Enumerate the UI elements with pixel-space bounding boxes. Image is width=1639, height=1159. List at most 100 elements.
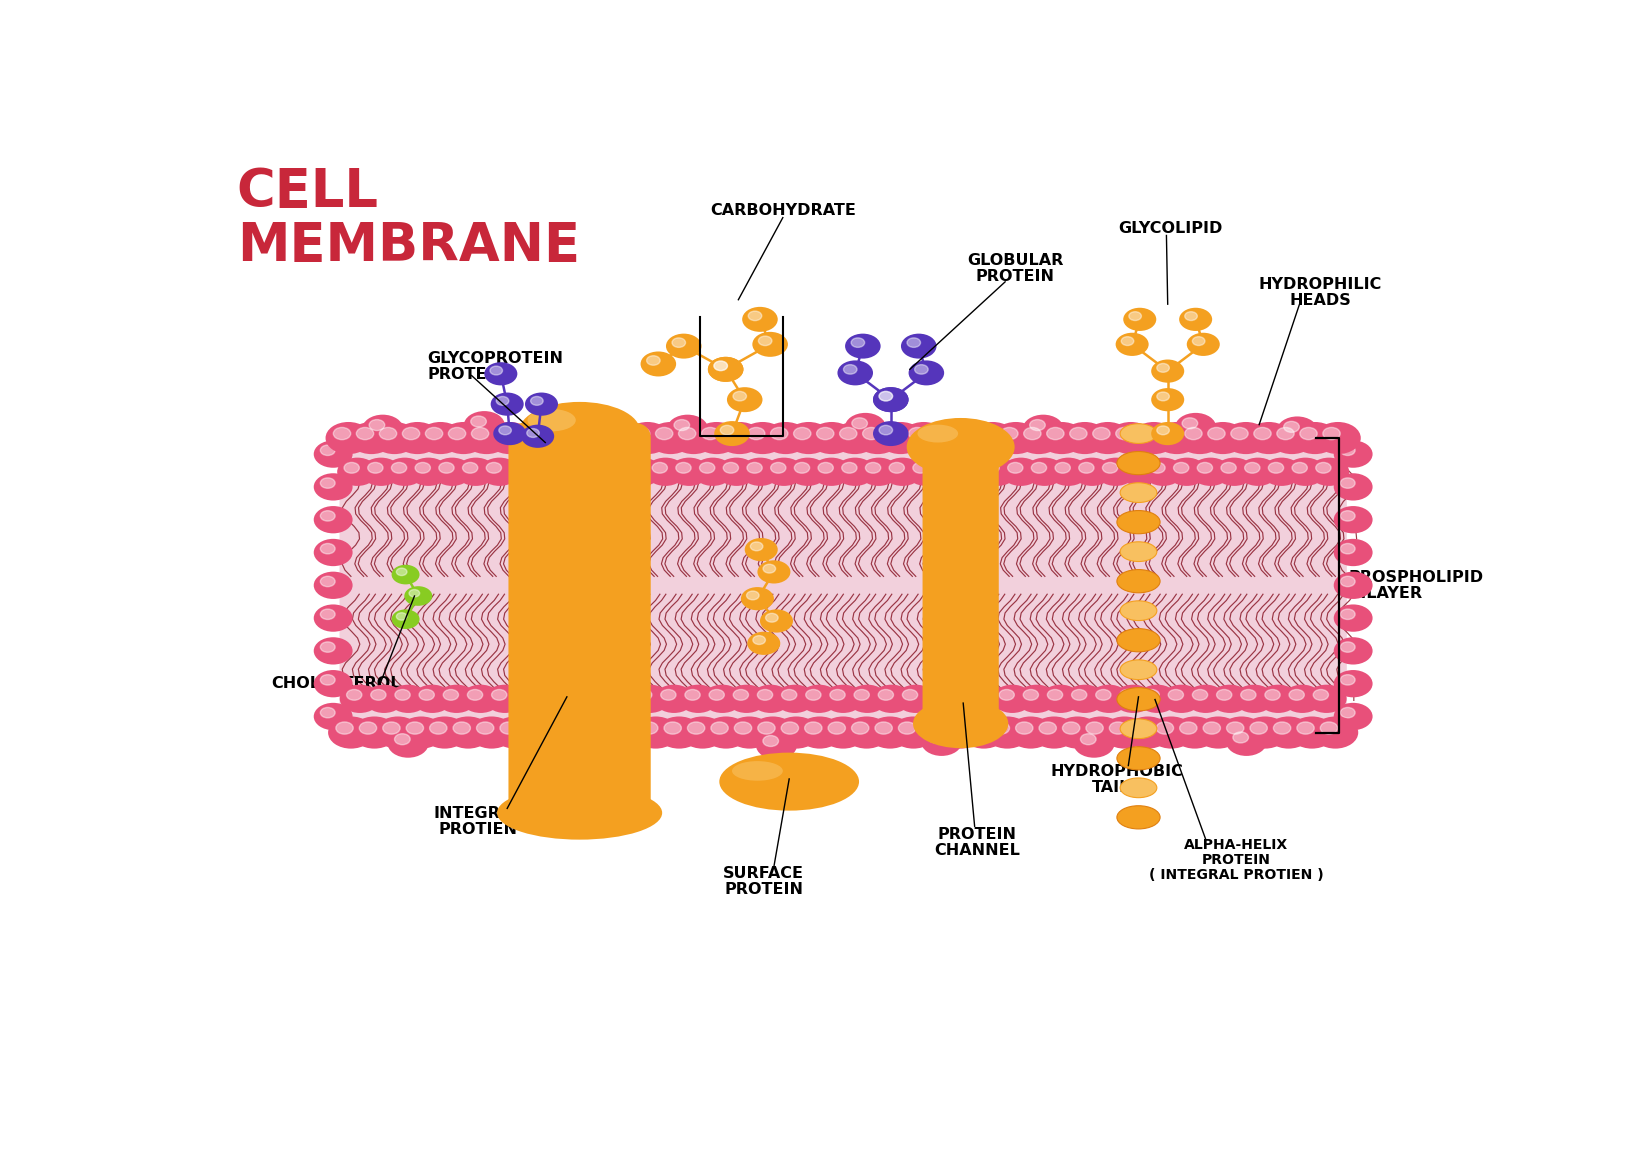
Circle shape <box>746 591 759 600</box>
Circle shape <box>1242 716 1288 749</box>
Circle shape <box>787 458 828 486</box>
Circle shape <box>975 690 990 700</box>
Circle shape <box>313 571 352 599</box>
Circle shape <box>526 429 539 437</box>
Circle shape <box>539 716 585 749</box>
Circle shape <box>398 716 444 749</box>
Circle shape <box>313 539 352 566</box>
Circle shape <box>464 411 505 440</box>
Circle shape <box>872 685 911 713</box>
Circle shape <box>641 351 677 377</box>
Circle shape <box>1182 417 1198 429</box>
Circle shape <box>610 716 656 749</box>
Circle shape <box>313 473 352 501</box>
Circle shape <box>1149 716 1195 749</box>
Circle shape <box>1221 462 1236 473</box>
Circle shape <box>508 685 549 713</box>
Circle shape <box>1226 727 1267 756</box>
Circle shape <box>395 690 410 700</box>
Circle shape <box>1334 539 1372 566</box>
Circle shape <box>879 690 893 700</box>
Circle shape <box>392 462 406 473</box>
Circle shape <box>497 396 508 406</box>
Circle shape <box>408 458 449 486</box>
Circle shape <box>874 421 908 446</box>
Ellipse shape <box>1116 746 1160 770</box>
Ellipse shape <box>520 402 639 460</box>
Circle shape <box>1008 462 1023 473</box>
Circle shape <box>828 722 846 734</box>
Circle shape <box>533 685 574 713</box>
Circle shape <box>516 716 561 749</box>
Circle shape <box>539 690 556 700</box>
Circle shape <box>1226 722 1244 734</box>
Circle shape <box>433 458 472 486</box>
Circle shape <box>1031 462 1047 473</box>
Circle shape <box>679 685 718 713</box>
Circle shape <box>524 393 557 416</box>
Circle shape <box>1070 428 1087 439</box>
Circle shape <box>1334 571 1372 599</box>
Circle shape <box>811 458 851 486</box>
Circle shape <box>903 690 918 700</box>
Circle shape <box>724 428 742 439</box>
Circle shape <box>782 690 797 700</box>
Circle shape <box>1155 722 1174 734</box>
Circle shape <box>805 722 823 734</box>
Ellipse shape <box>1116 569 1160 592</box>
Circle shape <box>1341 610 1355 619</box>
Circle shape <box>1244 462 1260 473</box>
Circle shape <box>1203 722 1221 734</box>
Circle shape <box>339 685 380 713</box>
Circle shape <box>656 428 674 439</box>
Circle shape <box>1096 690 1111 700</box>
Circle shape <box>733 690 749 700</box>
Circle shape <box>1049 458 1088 486</box>
Circle shape <box>951 690 965 700</box>
Circle shape <box>747 632 780 655</box>
Circle shape <box>1265 716 1311 749</box>
Circle shape <box>752 635 765 644</box>
Text: SURFACE
PROTEIN: SURFACE PROTEIN <box>723 866 805 897</box>
Circle shape <box>364 685 405 713</box>
Circle shape <box>605 462 620 473</box>
Circle shape <box>1000 690 1015 700</box>
Circle shape <box>1334 506 1372 533</box>
Circle shape <box>1157 364 1169 372</box>
Text: ALPHA-HELIX
PROTEIN
( INTEGRAL PROTIEN ): ALPHA-HELIX PROTEIN ( INTEGRAL PROTIEN ) <box>1149 838 1324 882</box>
Circle shape <box>479 458 520 486</box>
Circle shape <box>1341 642 1355 653</box>
Circle shape <box>1310 458 1349 486</box>
Circle shape <box>1246 422 1292 454</box>
Circle shape <box>947 422 993 454</box>
Circle shape <box>1087 722 1103 734</box>
Circle shape <box>1185 312 1198 321</box>
Circle shape <box>384 722 400 734</box>
Ellipse shape <box>918 424 959 443</box>
Circle shape <box>405 586 433 606</box>
Ellipse shape <box>733 761 783 781</box>
Circle shape <box>493 422 526 445</box>
Circle shape <box>834 458 875 486</box>
Circle shape <box>924 422 970 454</box>
Circle shape <box>795 462 810 473</box>
Circle shape <box>875 722 892 734</box>
Circle shape <box>1341 707 1355 717</box>
Circle shape <box>385 458 425 486</box>
Circle shape <box>816 428 834 439</box>
Ellipse shape <box>720 752 859 810</box>
Circle shape <box>646 458 685 486</box>
Text: CELL
MEMBRANE: CELL MEMBRANE <box>236 166 580 272</box>
Circle shape <box>782 722 798 734</box>
Circle shape <box>1029 420 1046 430</box>
Circle shape <box>716 422 762 454</box>
Circle shape <box>1185 428 1201 439</box>
Circle shape <box>1139 428 1155 439</box>
Circle shape <box>856 422 900 454</box>
Circle shape <box>969 722 987 734</box>
Circle shape <box>621 458 662 486</box>
Circle shape <box>1072 690 1087 700</box>
Circle shape <box>1001 428 1018 439</box>
Circle shape <box>1254 428 1272 439</box>
Circle shape <box>1039 422 1085 454</box>
